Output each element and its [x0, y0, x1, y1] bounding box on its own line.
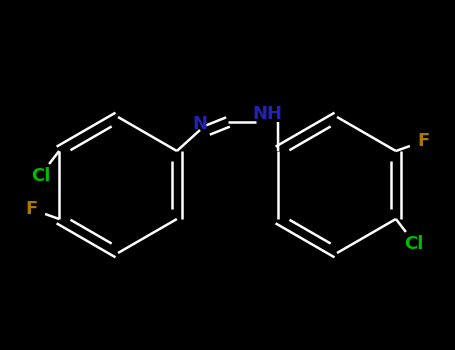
Text: N: N	[192, 115, 207, 133]
Text: NH: NH	[252, 105, 282, 123]
Text: Cl: Cl	[31, 167, 51, 185]
Text: F: F	[418, 132, 430, 150]
Text: F: F	[25, 200, 37, 218]
Text: Cl: Cl	[404, 235, 424, 253]
